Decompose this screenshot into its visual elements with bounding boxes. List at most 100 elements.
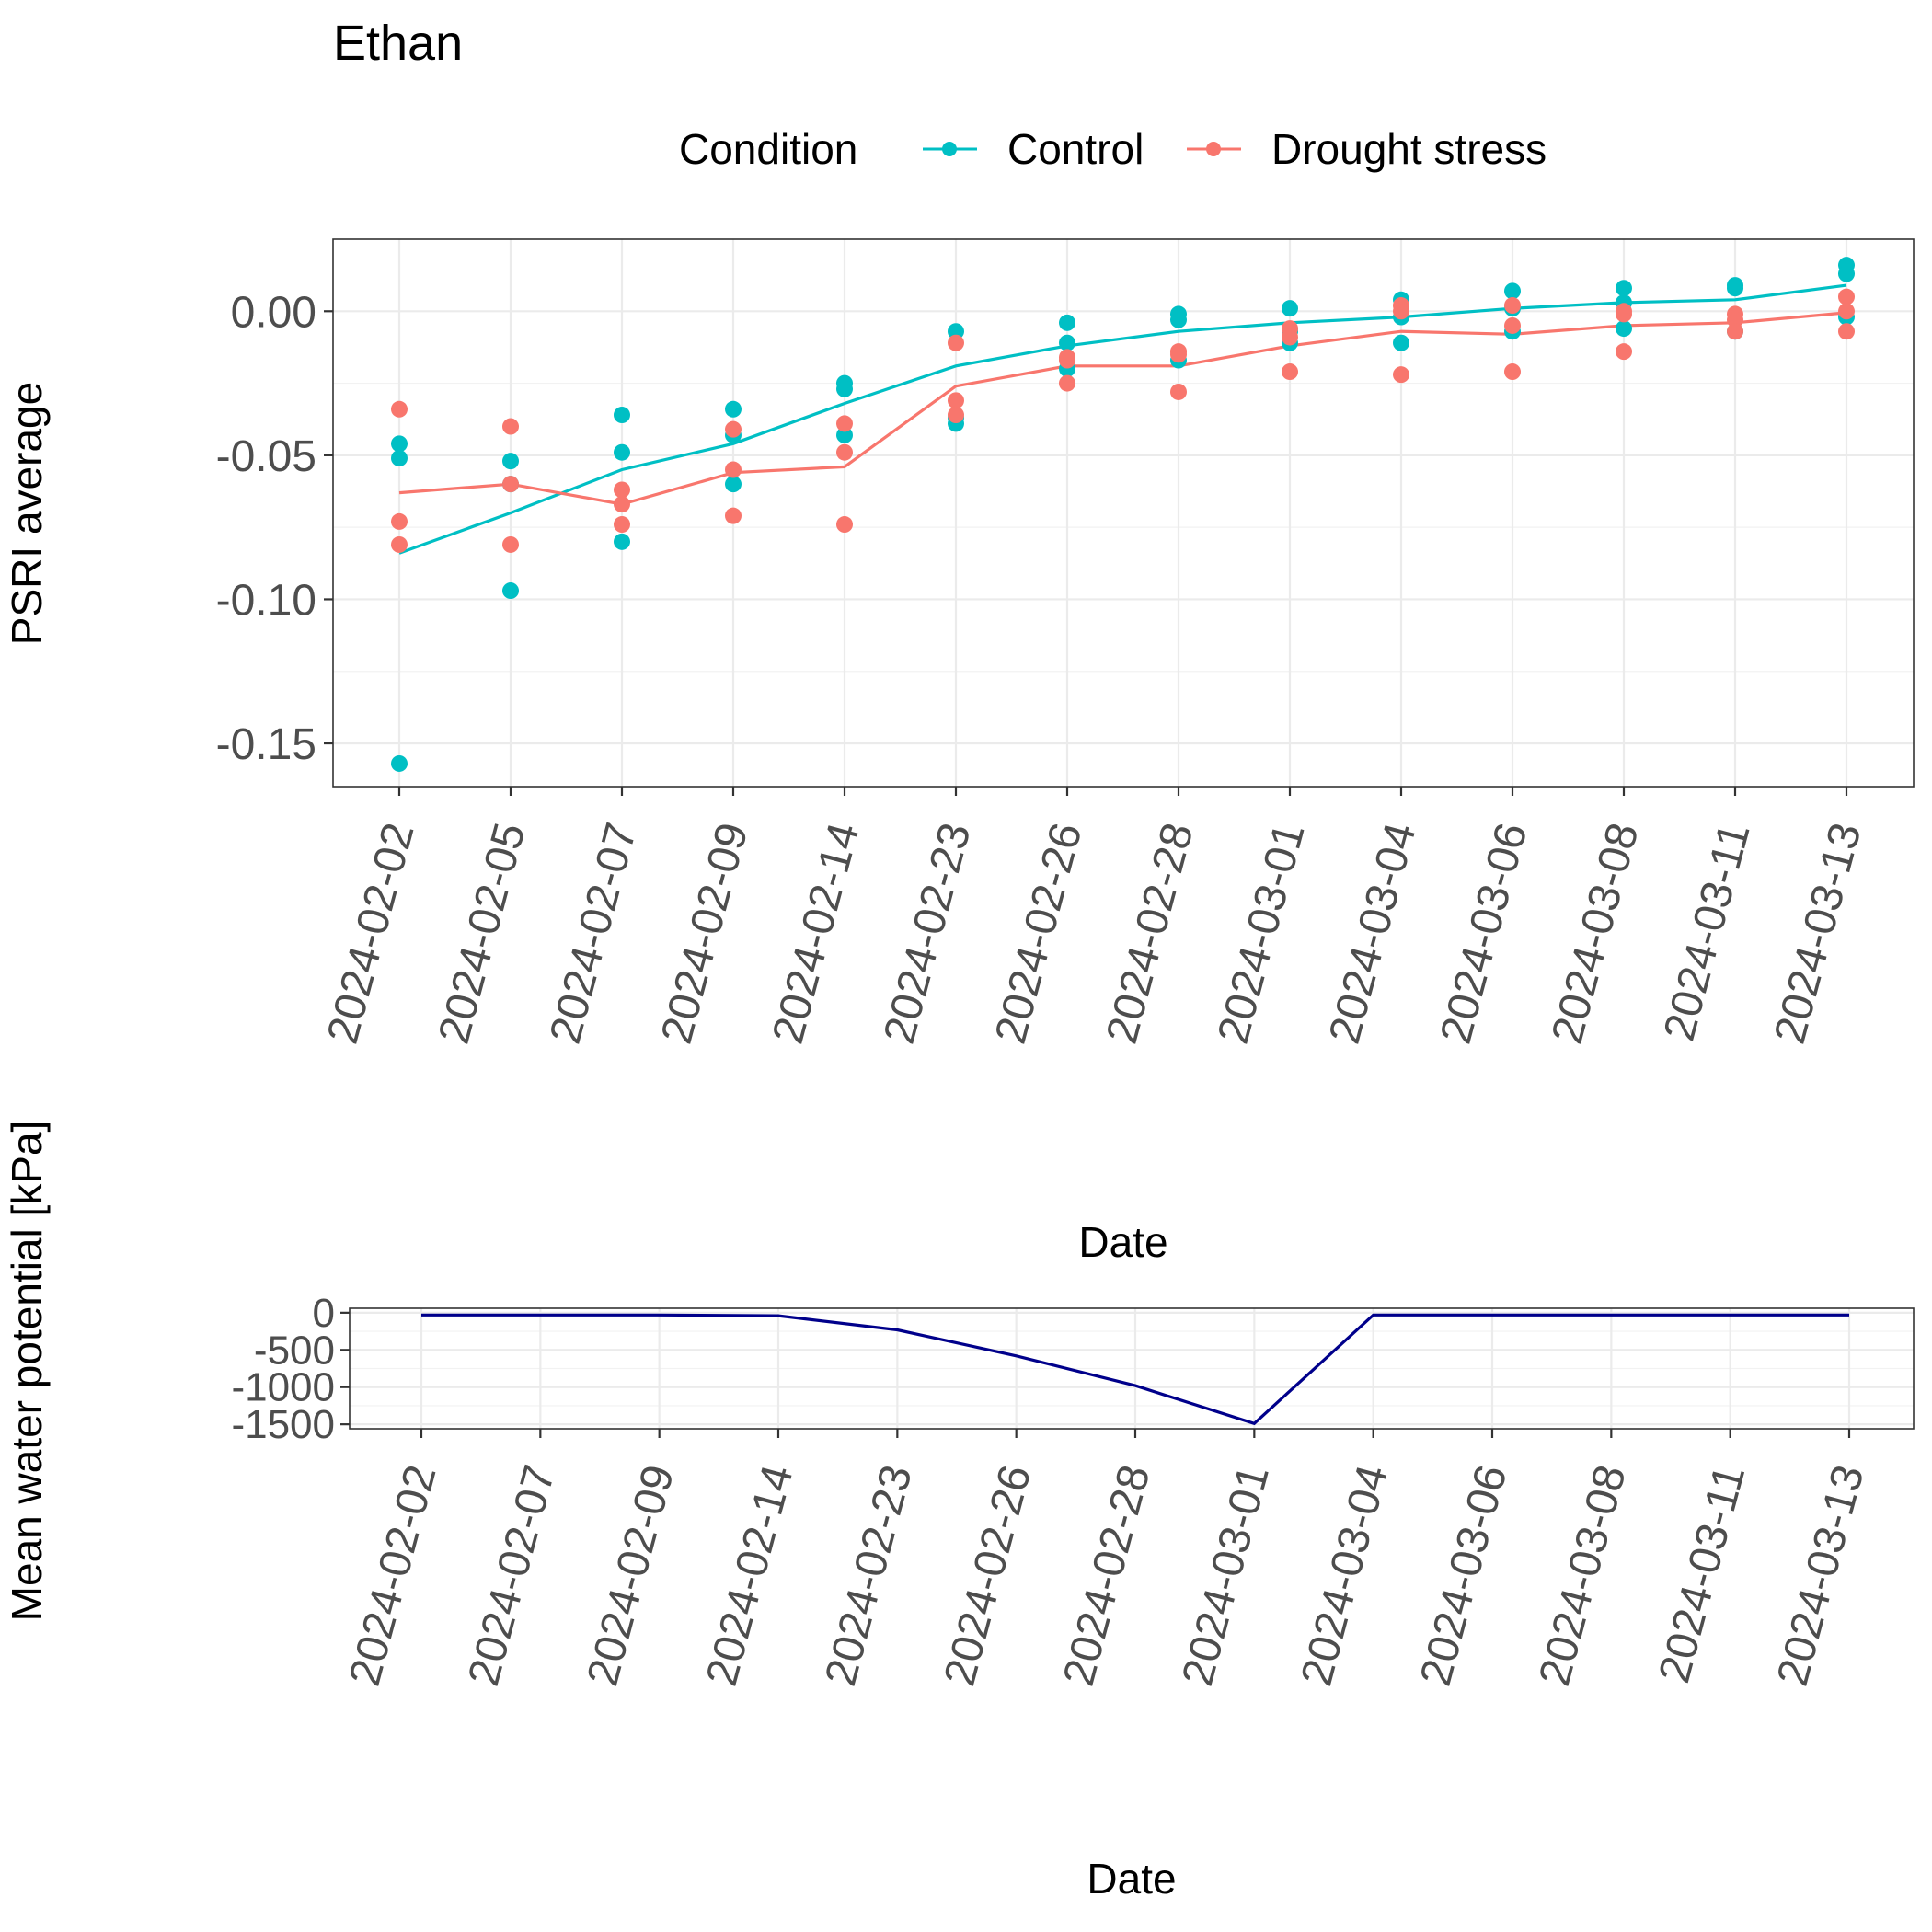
legend-title: Condition <box>679 125 857 173</box>
y-tick-label: -1500 <box>231 1402 335 1447</box>
data-point-drought-stress <box>391 400 408 418</box>
data-point-drought-stress <box>1616 343 1632 361</box>
x-tick-label: 2024-03-11 <box>1655 818 1760 1045</box>
data-point-drought-stress <box>1059 374 1075 392</box>
legend-key-point <box>942 142 957 156</box>
data-point-control <box>614 533 630 550</box>
data-point-drought-stress <box>725 420 742 438</box>
data-point-control <box>836 380 853 397</box>
legend-entry-drought-stress: Drought stress <box>1187 125 1547 173</box>
x-tick-label: 2024-03-01 <box>1209 818 1315 1049</box>
bottom-y-axis-title: Mean water potential [kPa] <box>3 1121 51 1622</box>
data-point-drought-stress <box>1727 311 1743 328</box>
x-tick-label: 2024-02-28 <box>1098 818 1203 1049</box>
chart-title: Ethan <box>333 16 463 71</box>
data-point-control <box>725 476 742 493</box>
data-point-drought-stress <box>725 507 742 524</box>
top-panel-grid <box>333 239 1914 787</box>
data-point-drought-stress <box>948 407 964 424</box>
y-tick-label: 0 <box>313 1291 335 1336</box>
data-point-drought-stress <box>1170 383 1187 400</box>
x-tick-label: 2024-02-26 <box>986 818 1092 1049</box>
data-point-drought-stress <box>948 334 964 351</box>
data-point-drought-stress <box>1727 323 1743 340</box>
data-point-control <box>1170 311 1187 328</box>
top-y-axis-title: PSRI average <box>3 382 51 645</box>
bottom-panel-series <box>421 1313 1849 1426</box>
x-tick-label: 2024-03-04 <box>1293 1460 1398 1691</box>
data-point-drought-stress <box>391 535 408 553</box>
data-point-drought-stress <box>1170 346 1187 363</box>
x-tick-label: 2024-02-14 <box>697 1460 803 1691</box>
legend-label-control: Control <box>1007 125 1144 173</box>
data-point-drought-stress <box>1504 316 1521 334</box>
data-point-control <box>502 582 519 600</box>
data-point-control <box>1616 320 1632 338</box>
x-tick-label: 2024-02-05 <box>430 818 535 1049</box>
data-point-drought-stress <box>836 516 853 534</box>
data-point-drought-stress <box>391 512 408 530</box>
data-point-control <box>391 435 408 453</box>
bottom-panel-grid <box>350 1308 1914 1429</box>
data-point-drought-stress <box>948 392 964 409</box>
legend: Condition Control Drought stress <box>679 125 1547 173</box>
x-tick-label: 2024-02-09 <box>652 818 758 1049</box>
x-tick-label: 2024-02-26 <box>936 1460 1041 1691</box>
data-point-drought-stress <box>1282 363 1298 381</box>
x-tick-label: 2024-03-06 <box>1411 1460 1517 1691</box>
y-tick-label: 0.00 <box>231 288 316 337</box>
x-tick-label: 2024-02-07 <box>459 1460 565 1691</box>
data-point-drought-stress <box>614 481 630 499</box>
data-point-control <box>725 400 742 418</box>
data-point-control <box>836 426 853 443</box>
x-tick-label: 2024-03-04 <box>1320 818 1426 1049</box>
data-point-drought-stress <box>1838 288 1855 305</box>
x-tick-label: 2024-03-13 <box>1765 818 1871 1049</box>
data-point-drought-stress <box>1393 303 1409 320</box>
x-tick-label: 2024-02-07 <box>541 818 647 1049</box>
data-point-control <box>502 453 519 470</box>
data-point-drought-stress <box>502 418 519 435</box>
top-x-axis-title: Date <box>1078 1218 1167 1266</box>
legend-label-drought-stress: Drought stress <box>1271 125 1547 173</box>
data-point-control <box>1838 265 1855 282</box>
data-point-control <box>948 323 964 340</box>
x-tick-label: 2024-02-28 <box>1054 1460 1160 1691</box>
data-point-control <box>391 450 408 466</box>
data-point-control <box>1727 280 1743 297</box>
data-point-drought-stress <box>1504 363 1521 381</box>
data-point-drought-stress <box>1838 323 1855 340</box>
data-point-drought-stress <box>1393 366 1409 384</box>
x-tick-label: 2024-02-02 <box>340 1460 446 1691</box>
y-tick-label: -1000 <box>231 1365 335 1410</box>
y-tick-label: -0.10 <box>216 576 316 625</box>
data-point-drought-stress <box>1504 297 1521 315</box>
data-point-control <box>1059 334 1075 351</box>
bottom-panel-border <box>349 1307 1915 1430</box>
water-potential-line <box>421 1313 1849 1426</box>
data-point-drought-stress <box>502 476 519 493</box>
x-tick-label: 2024-03-13 <box>1768 1460 1874 1691</box>
data-point-control <box>1504 282 1521 300</box>
x-tick-label: 2024-02-23 <box>875 818 981 1049</box>
y-tick-label: -0.05 <box>216 432 316 481</box>
x-tick-label: 2024-03-08 <box>1530 1460 1636 1691</box>
data-point-drought-stress <box>1838 303 1855 320</box>
data-point-drought-stress <box>1282 328 1298 346</box>
x-tick-label: 2024-02-23 <box>816 1460 922 1691</box>
legend-entry-control: Control <box>923 125 1144 173</box>
data-point-drought-stress <box>614 496 630 513</box>
data-point-drought-stress <box>836 443 853 461</box>
top-panel-border <box>332 238 1915 788</box>
x-tick-label: 2024-02-14 <box>764 818 869 1049</box>
x-tick-label: 2024-03-11 <box>1650 1460 1754 1687</box>
data-point-control <box>1393 334 1409 351</box>
data-point-control <box>391 754 408 772</box>
data-point-drought-stress <box>614 516 630 534</box>
legend-key-point <box>1206 142 1221 156</box>
data-point-drought-stress <box>836 415 853 432</box>
data-point-control <box>1059 314 1075 331</box>
x-tick-label: 2024-02-02 <box>318 818 424 1049</box>
top-panel-series <box>391 257 1855 772</box>
